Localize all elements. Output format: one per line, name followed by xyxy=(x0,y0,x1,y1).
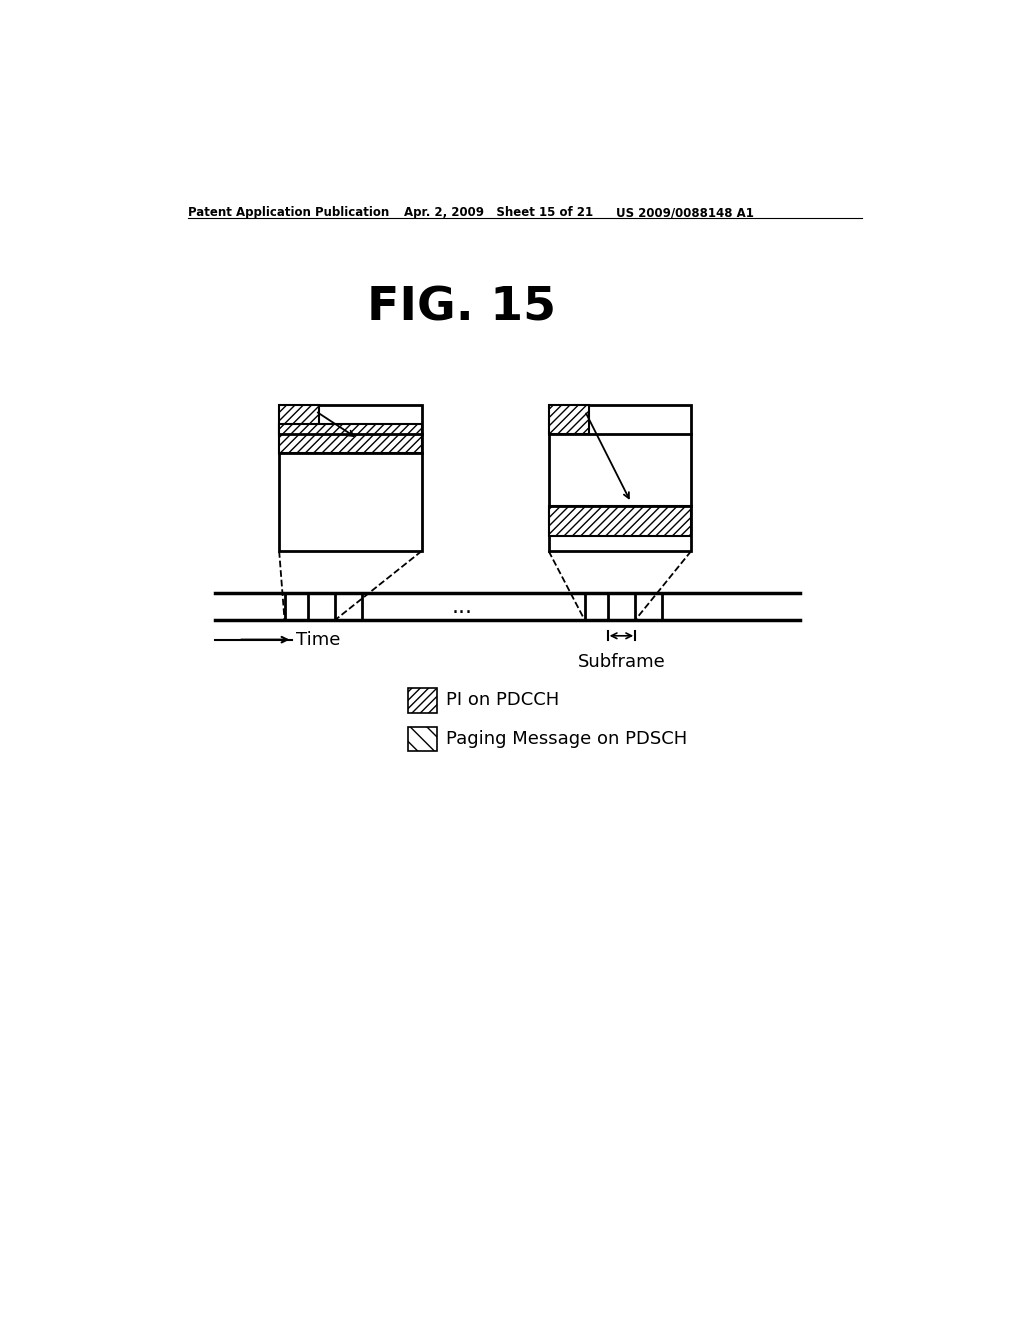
Bar xyxy=(280,424,422,453)
Bar xyxy=(408,726,437,751)
Bar xyxy=(549,405,589,434)
Text: FIG. 15: FIG. 15 xyxy=(368,285,556,330)
Text: Apr. 2, 2009   Sheet 15 of 21: Apr. 2, 2009 Sheet 15 of 21 xyxy=(403,206,593,219)
Bar xyxy=(549,507,691,536)
Text: PI on PDCCH: PI on PDCCH xyxy=(446,692,559,709)
Text: Time: Time xyxy=(296,631,341,648)
Bar xyxy=(549,405,691,552)
Bar xyxy=(408,688,437,713)
Bar xyxy=(280,405,422,552)
Text: US 2009/0088148 A1: US 2009/0088148 A1 xyxy=(615,206,754,219)
Bar xyxy=(280,405,319,434)
Text: Patent Application Publication: Patent Application Publication xyxy=(188,206,389,219)
Text: Paging Message on PDSCH: Paging Message on PDSCH xyxy=(446,730,687,748)
Text: ...: ... xyxy=(452,597,472,616)
Text: Subframe: Subframe xyxy=(578,653,666,671)
